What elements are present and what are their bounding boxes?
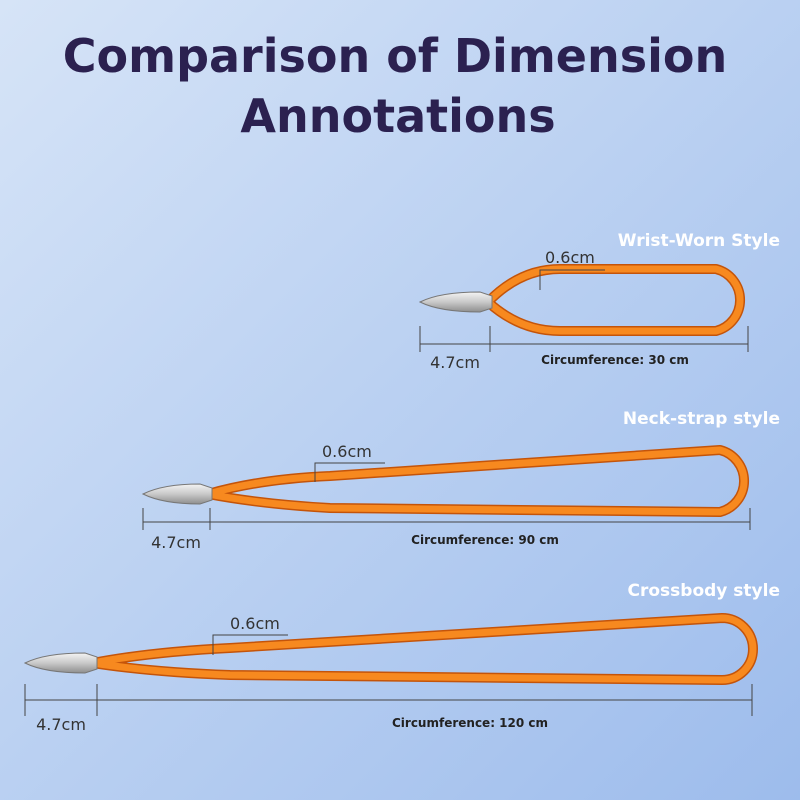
leader-line (539, 269, 605, 290)
rope (92, 614, 757, 684)
style-label: Wrist-Worn Style (618, 231, 780, 251)
strap-wrist: Wrist-Worn Style 0.6cm 4.7cm Circumferen… (418, 231, 780, 372)
leader-line (212, 634, 288, 655)
thickness-label: 0.6cm (322, 442, 372, 461)
leader-line (314, 462, 385, 482)
circumference-label: Circumference: 120 cm (392, 716, 548, 730)
strap-crossbody: Crossbody style 0.6cm 4.7cm Circumferenc… (23, 581, 780, 734)
strap-neck: Neck-strap style 0.6cm 4.7cm Circumferen… (141, 409, 780, 552)
metal-tip (418, 291, 493, 313)
title-line: Comparison of Dimension (63, 29, 727, 83)
thickness-label: 0.6cm (545, 248, 595, 267)
metal-tip (23, 652, 98, 674)
style-label: Crossbody style (628, 581, 780, 601)
tip-length-label: 4.7cm (430, 353, 480, 372)
rope (207, 446, 748, 516)
thickness-label: 0.6cm (230, 614, 280, 633)
title-line: Annotations (240, 89, 555, 143)
tip-length-label: 4.7cm (36, 715, 86, 734)
style-label: Neck-strap style (623, 409, 780, 429)
circumference-label: Circumference: 90 cm (411, 533, 559, 547)
rope (485, 265, 744, 335)
circumference-label: Circumference: 30 cm (541, 353, 689, 367)
tip-length-label: 4.7cm (151, 533, 201, 552)
metal-tip (141, 483, 213, 505)
